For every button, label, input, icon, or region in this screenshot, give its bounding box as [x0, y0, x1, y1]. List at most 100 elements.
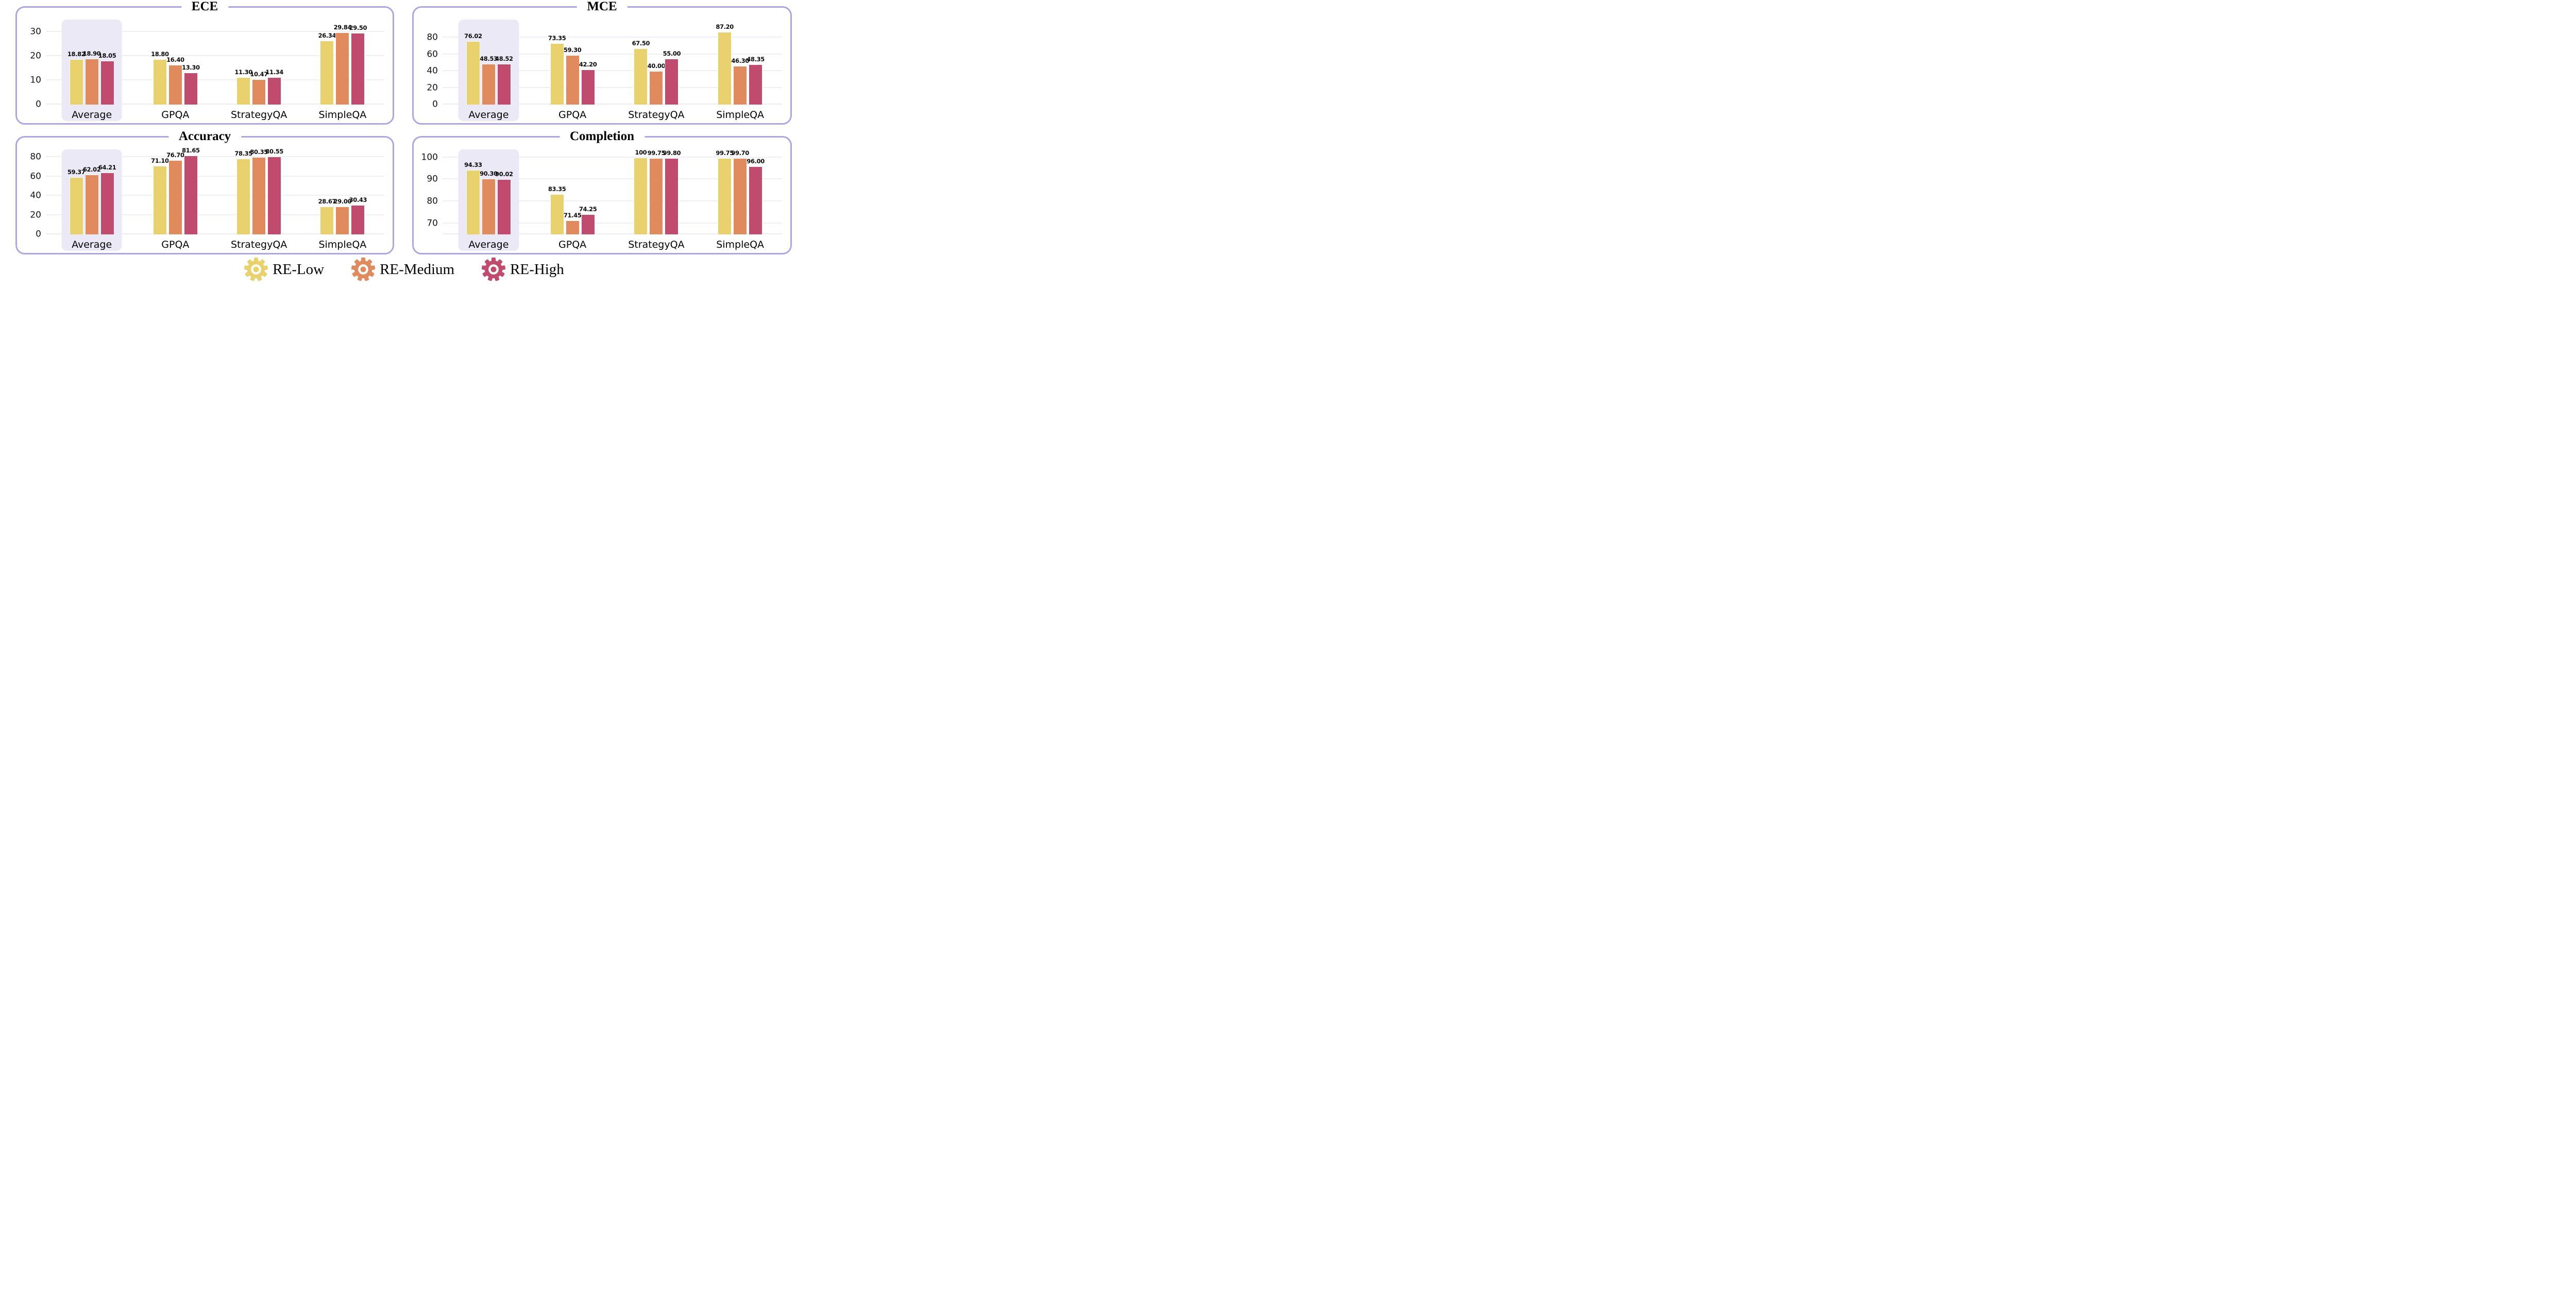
- bar-re-low: 94.33: [464, 161, 482, 234]
- bar-re-low: 18.82: [67, 50, 86, 105]
- bar-value-label: 59.37: [67, 168, 86, 176]
- category-group-simpleqa: 87.20 46.30 48.35 SimpleQA: [698, 21, 782, 121]
- bar-value-label: 81.65: [182, 147, 200, 155]
- bar-re-low: 59.37: [67, 168, 86, 234]
- bar-re-low: 67.50: [632, 40, 650, 105]
- bar-cluster: 71.10 76.70 81.65: [133, 147, 217, 234]
- bar-value-label: 29.84: [333, 23, 352, 31]
- gridline: [46, 55, 384, 57]
- panel-completion: Completion 70 80 90 100 94.33 90.30 90.02 Aver…: [412, 128, 792, 254]
- bar-re-high: 74.25: [579, 206, 597, 234]
- bar-cluster: 76.02 48.53 48.52: [447, 21, 531, 105]
- gridline: [443, 200, 782, 202]
- y-axis: 0 20 40 60 80: [17, 151, 46, 238]
- gridline: [443, 70, 782, 72]
- bar-value-label: 59.30: [563, 46, 582, 54]
- bar-re-high: 48.52: [495, 55, 513, 105]
- bar-re-medium: 71.45: [564, 212, 582, 234]
- y-tick-label: 20: [427, 82, 438, 93]
- x-axis-line: [46, 104, 384, 105]
- bar-re-high: 48.35: [747, 56, 765, 105]
- bar-value-label: 99.70: [731, 149, 749, 157]
- legend-item-re-high: RE-High: [481, 257, 564, 282]
- category-group-average: 94.33 90.30 90.02 Average: [447, 149, 531, 251]
- bar-re-medium: 29.00: [334, 198, 351, 234]
- panel-title-ece: ECE: [181, 0, 229, 15]
- bar-value-label: 83.35: [548, 185, 566, 193]
- bar-re-low: 26.34: [318, 32, 336, 105]
- category-group-simpleqa: 26.34 29.84 29.50 SimpleQA: [301, 21, 384, 121]
- gridline: [443, 87, 782, 88]
- category-label: StrategyQA: [628, 239, 685, 250]
- bar-re-high: 30.43: [349, 196, 367, 234]
- bar-value-label: 18.80: [151, 50, 169, 58]
- panel-accuracy: Accuracy 0 20 40 60 80 59.37 62.02 64.21 Averag…: [15, 128, 394, 254]
- category-label: StrategyQA: [230, 239, 287, 250]
- gear-icon: [244, 257, 268, 281]
- bar-value-label: 99.75: [716, 149, 734, 157]
- category-group-strategyqa: 100 99.75 99.80 StrategyQA: [615, 149, 699, 250]
- gridline: [443, 178, 782, 180]
- gridline: [443, 156, 782, 158]
- legend-item-re-low: RE-Low: [244, 257, 324, 282]
- y-tick-label: 60: [30, 171, 41, 182]
- bar-cluster: 94.33 90.30 90.02: [447, 151, 531, 234]
- bar-value-label: 30.43: [349, 196, 367, 204]
- bar-value-label: 29.50: [349, 24, 367, 32]
- panel-mce: MCE 0 20 40 60 80 76.02 48.53 48.52 Average 73.3…: [412, 0, 792, 125]
- bar-value-label: 10.47: [250, 70, 268, 78]
- panel-title-mce: MCE: [577, 0, 628, 15]
- bar-cluster: 18.82 18.90 18.05: [50, 21, 133, 105]
- y-axis: 70 80 90 100: [414, 151, 443, 234]
- y-tick-label: 70: [427, 218, 438, 229]
- bar-re-high: 81.65: [182, 147, 200, 234]
- gridline: [443, 222, 782, 224]
- y-tick-label: 40: [427, 65, 438, 76]
- bar-value-label: 80.55: [265, 148, 283, 156]
- y-tick-label: 80: [427, 196, 438, 207]
- bar-value-label: 11.34: [265, 68, 283, 76]
- bar-groups: 94.33 90.30 90.02 Average 83.35 71.45 74.25 GPQ…: [447, 149, 782, 251]
- category-label: GPQA: [558, 109, 587, 121]
- bar-re-medium: 48.53: [480, 55, 498, 105]
- category-label: GPQA: [558, 239, 587, 250]
- figure-canvas: ECE 0 10 20 30 18.82 18.90 18.05 Average 18.80 1…: [0, 0, 808, 285]
- legend: RE-Low RE-Medium RE-High: [0, 254, 808, 284]
- category-label: Average: [468, 109, 509, 121]
- bar-re-low: 71.10: [151, 157, 169, 234]
- panel-ece: ECE 0 10 20 30 18.82 18.90 18.05 Average 18.80 1…: [15, 0, 394, 125]
- category-group-strategyqa: 11.30 10.47 11.34 StrategyQA: [217, 21, 301, 121]
- category-group-average: 59.37 62.02 64.21 Average: [50, 149, 133, 251]
- bar-value-label: 29.00: [333, 197, 352, 205]
- bar-groups: 76.02 48.53 48.52 Average 73.35 59.30 42.20 GPQ…: [447, 20, 782, 121]
- category-group-strategyqa: 78.35 80.35 80.55 StrategyQA: [217, 148, 301, 250]
- bar-cluster: 11.30 10.47 11.34: [217, 21, 301, 105]
- bar-value-label: 62.02: [82, 165, 101, 173]
- x-axis-line: [443, 233, 782, 234]
- bar-re-low: 18.80: [151, 50, 169, 105]
- bar-value-label: 26.34: [318, 32, 336, 40]
- bar-value-label: 11.30: [234, 68, 252, 76]
- bar-re-high: 64.21: [98, 164, 116, 234]
- category-label: GPQA: [161, 109, 190, 121]
- bar-re-medium: 99.70: [731, 149, 749, 234]
- category-label: SimpleQA: [716, 239, 765, 250]
- bar-re-medium: 80.35: [250, 148, 268, 234]
- gridline: [46, 156, 384, 158]
- y-axis: 0 10 20 30: [17, 21, 46, 109]
- bar-value-label: 40.00: [647, 62, 666, 70]
- y-axis: 0 20 40 60 80: [414, 21, 443, 109]
- bar-re-medium: 18.90: [83, 50, 101, 105]
- bar-cluster: 18.80 16.40 13.30: [133, 21, 217, 105]
- y-tick-label: 20: [30, 210, 41, 220]
- y-tick-label: 0: [36, 99, 41, 110]
- bar-cluster: 78.35 80.35 80.55: [217, 148, 301, 234]
- y-tick-label: 20: [30, 50, 41, 61]
- bar-value-label: 46.30: [731, 57, 749, 64]
- bar-re-medium: 29.84: [334, 24, 351, 105]
- bar-value-label: 94.33: [464, 161, 482, 168]
- bar-re-high: 29.50: [349, 24, 367, 105]
- bar-re-medium: 10.47: [250, 71, 268, 105]
- bar-groups: 18.82 18.90 18.05 Average 18.80 16.40 13.30 GPQ…: [50, 20, 384, 121]
- bar-value-label: 13.30: [182, 63, 200, 71]
